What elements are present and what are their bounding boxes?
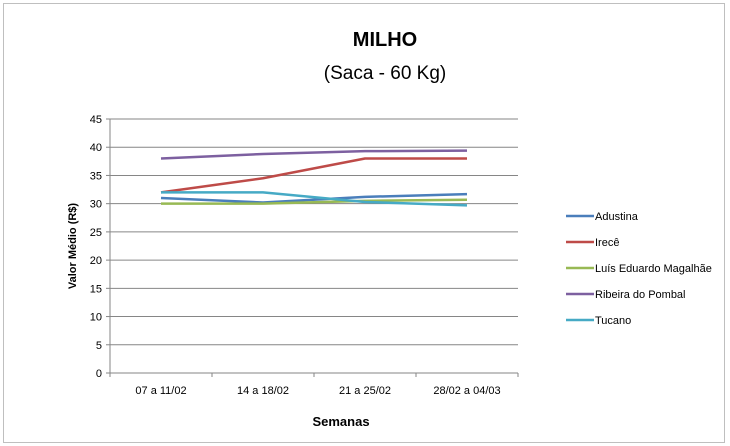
y-tick-label: 20: [90, 255, 102, 267]
y-axis-title: Valor Médio (R$): [67, 203, 79, 290]
y-tick-label: 15: [90, 283, 102, 295]
y-tick-label: 45: [90, 114, 102, 126]
y-tick-label: 30: [90, 199, 102, 211]
series-line: [160, 192, 468, 204]
y-tick-label: 25: [90, 227, 102, 239]
y-tick-label: 10: [90, 312, 102, 324]
legend-label: Adustina: [595, 211, 639, 223]
series-line: [160, 149, 468, 160]
x-tick-label: 21 a 25/02: [339, 385, 391, 397]
legend-label: Luís Eduardo Magalhãe: [595, 263, 712, 275]
x-tick-label: 14 a 18/02: [237, 385, 289, 397]
x-axis-title: Semanas: [312, 414, 369, 429]
x-tick-label: 07 a 11/02: [135, 385, 186, 397]
series-line: [161, 191, 468, 207]
y-tick-label: 5: [96, 340, 102, 352]
legend: Adustina Irecê Luís Eduardo Magalhãe Ribeir…: [566, 211, 712, 327]
legend-label: Tucano: [595, 315, 631, 327]
y-tick-label: 35: [90, 170, 102, 182]
x-axis-ticks: 07 a 11/02 14 a 18/02 21 a 25/02 28/02 a 04…: [135, 385, 500, 397]
chart-title: MILHO: [353, 29, 417, 51]
y-tick-label: 0: [96, 368, 102, 380]
legend-label: Irecê: [595, 237, 619, 249]
legend-label: Ribeira do Pombal: [595, 289, 686, 301]
x-tick-label: 28/02 a 04/03: [433, 385, 500, 397]
series-line: [160, 157, 467, 194]
series-lines: [160, 149, 468, 207]
y-axis-ticks: 0 5 10 15 20 25 30 35 40 45: [90, 114, 102, 380]
chart-subtitle: (Saca - 60 Kg): [324, 63, 447, 84]
chart-frame: [3, 3, 725, 443]
y-tick-label: 40: [90, 142, 102, 154]
series-line: [161, 198, 468, 205]
